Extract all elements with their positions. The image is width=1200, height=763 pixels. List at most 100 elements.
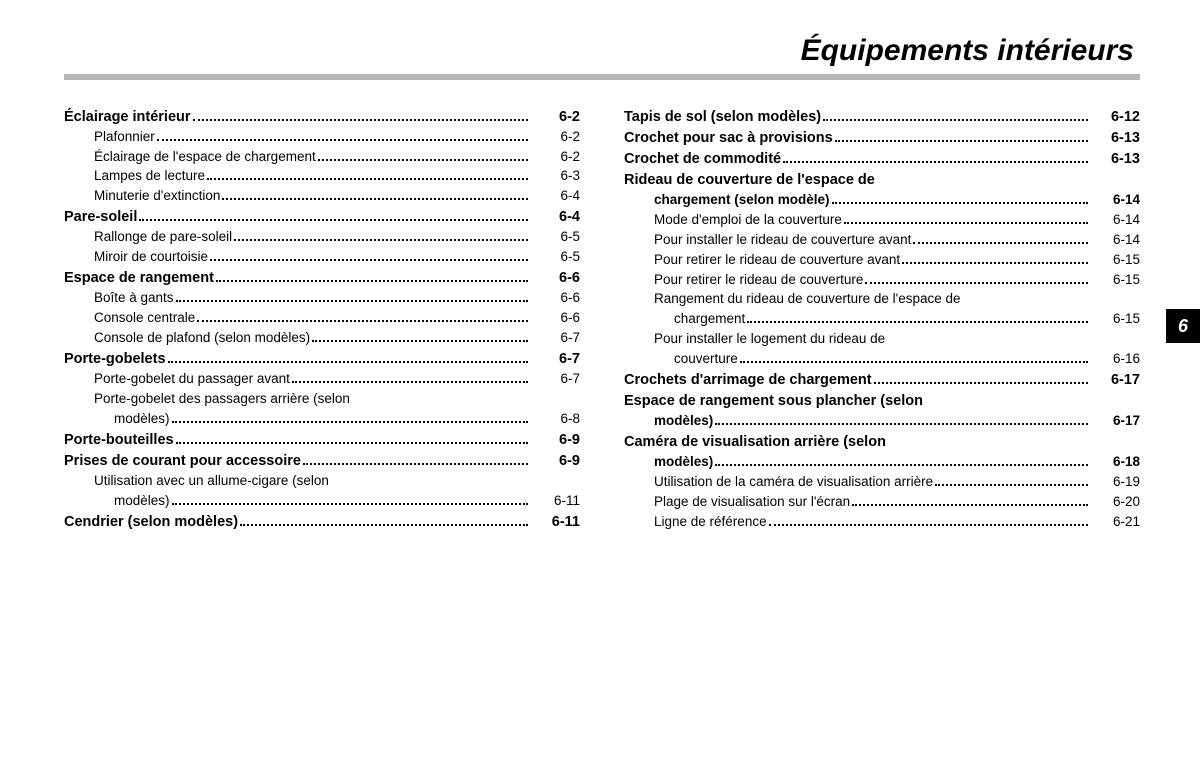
toc-label: Prises de courant pour accessoire xyxy=(64,452,301,470)
toc-entry: Porte-gobelets6-7 xyxy=(64,348,580,369)
toc-page: 6-6 xyxy=(532,310,580,327)
document-page: Équipements intérieurs Éclairage intérie… xyxy=(0,0,1200,763)
toc-entry: Crochet de commodité6-13 xyxy=(624,148,1140,169)
toc-leader xyxy=(157,139,528,141)
toc-label: modèles) xyxy=(64,411,170,428)
toc-page: 6-8 xyxy=(532,411,580,428)
toc-label: Espace de rangement xyxy=(64,269,214,287)
toc-page: 6-7 xyxy=(532,330,580,347)
toc-entry: Console centrale 6-6 xyxy=(64,309,580,329)
toc-entry: chargement (selon modèle)6-14 xyxy=(624,191,1140,211)
toc-label: Crochet de commodité xyxy=(624,150,781,168)
chapter-title: Équipements intérieurs xyxy=(64,34,1140,68)
toc-entry: Lampes de lecture 6-3 xyxy=(64,167,580,187)
toc-entry: Caméra de visualisation arrière (selon xyxy=(624,432,1140,453)
toc-leader xyxy=(139,219,528,221)
toc-label: Plafonnier xyxy=(64,129,155,146)
toc-label: Rangement du rideau de couverture de l'e… xyxy=(624,291,961,308)
toc-leader xyxy=(715,423,1088,425)
toc-page: 6-16 xyxy=(1092,351,1140,368)
toc-page: 6-5 xyxy=(532,249,580,266)
toc-entry: Utilisation avec un allume-cigare (selon xyxy=(64,471,580,491)
toc-page: 6-19 xyxy=(1092,474,1140,491)
toc-page: 6-20 xyxy=(1092,494,1140,511)
toc-label: Pour installer le logement du rideau de xyxy=(624,331,885,348)
toc-label: Lampes de lecture xyxy=(64,168,205,185)
toc-page: 6-17 xyxy=(1092,413,1140,430)
toc-label: Pour installer le rideau de couverture a… xyxy=(624,232,911,249)
toc-leader xyxy=(747,321,1088,323)
toc-entry: Pour installer le rideau de couverture a… xyxy=(624,230,1140,250)
toc-label: modèles) xyxy=(624,454,713,471)
toc-label: Tapis de sol (selon modèles) xyxy=(624,108,821,126)
toc-page: 6-14 xyxy=(1092,232,1140,249)
toc-entry: Pare-soleil6-4 xyxy=(64,207,580,228)
toc-entry: couverture6-16 xyxy=(624,350,1140,370)
toc-label: Utilisation de la caméra de visualisatio… xyxy=(624,474,933,491)
toc-entry: Rideau de couverture de l'espace de xyxy=(624,169,1140,190)
toc-page: 6-2 xyxy=(532,129,580,146)
toc-label: Rallonge de pare-soleil xyxy=(64,229,232,246)
toc-entry: Plafonnier 6-2 xyxy=(64,127,580,147)
toc-page: 6-7 xyxy=(532,371,580,388)
toc-leader xyxy=(913,242,1088,244)
toc-leader xyxy=(844,222,1088,224)
toc-leader xyxy=(193,119,528,121)
toc-leader xyxy=(240,524,528,526)
toc-label: modèles) xyxy=(64,493,170,510)
toc-leader xyxy=(222,198,528,200)
toc-page: 6-15 xyxy=(1092,311,1140,328)
toc-label: Miroir de courtoisie xyxy=(64,249,208,266)
toc-leader xyxy=(715,464,1088,466)
toc-entry: Prises de courant pour accessoire 6-9 xyxy=(64,450,580,471)
toc-entry: Ligne de référence6-21 xyxy=(624,512,1140,532)
toc-leader xyxy=(176,300,528,302)
toc-entry: Éclairage intérieur6-2 xyxy=(64,106,580,127)
toc-label: Mode d'emploi de la couverture xyxy=(624,212,842,229)
toc-label: Porte-bouteilles xyxy=(64,431,174,449)
toc-entry: Rangement du rideau de couverture de l'e… xyxy=(624,290,1140,310)
toc-page: 6-18 xyxy=(1092,454,1140,471)
toc-label: Porte-gobelet des passagers arrière (sel… xyxy=(64,391,350,408)
toc-entry: Minuterie d'extinction6-4 xyxy=(64,187,580,207)
toc-label: Éclairage intérieur xyxy=(64,108,191,126)
toc-label: Minuterie d'extinction xyxy=(64,188,220,205)
toc-leader xyxy=(740,361,1088,363)
toc-entry: Éclairage de l'espace de chargement6-2 xyxy=(64,147,580,167)
toc-entry: Mode d'emploi de la couverture6-14 xyxy=(624,210,1140,230)
toc-entry: Console de plafond (selon modèles)6-7 xyxy=(64,328,580,348)
toc-leader xyxy=(312,340,528,342)
toc-entry: Crochets d'arrimage de chargement6-17 xyxy=(624,369,1140,390)
toc-leader xyxy=(292,381,528,383)
toc-entry: Boîte à gants6-6 xyxy=(64,289,580,309)
toc-label: Plage de visualisation sur l'écran xyxy=(624,494,850,511)
toc-entry: Plage de visualisation sur l'écran 6-20 xyxy=(624,492,1140,512)
toc-entry: Pour installer le logement du rideau de xyxy=(624,330,1140,350)
toc-label: Crochets d'arrimage de chargement xyxy=(624,371,872,389)
toc-label: chargement xyxy=(624,311,745,328)
toc-page: 6-2 xyxy=(532,149,580,166)
toc-leader xyxy=(835,140,1088,142)
toc-leader xyxy=(783,161,1088,163)
toc-label: Boîte à gants xyxy=(64,290,174,307)
title-rule xyxy=(64,74,1140,80)
toc-leader xyxy=(823,119,1088,121)
toc-label: Console centrale xyxy=(64,310,195,327)
toc-leader xyxy=(176,442,528,444)
toc-entry: Pour retirer le rideau de couverture ava… xyxy=(624,250,1140,270)
toc-entry: Miroir de courtoisie 6-5 xyxy=(64,248,580,268)
toc-page: 6-13 xyxy=(1092,129,1140,147)
toc-leader xyxy=(210,259,528,261)
toc-leader xyxy=(303,463,528,465)
toc-leader xyxy=(852,504,1088,506)
toc-label: Pour retirer le rideau de couverture xyxy=(624,272,863,289)
toc-left-column: Éclairage intérieur6-2Plafonnier6-2Éclai… xyxy=(64,106,580,532)
toc-page: 6-12 xyxy=(1092,108,1140,126)
toc-entry: modèles)6-17 xyxy=(624,412,1140,432)
toc-page: 6-9 xyxy=(532,431,580,449)
toc-page: 6-21 xyxy=(1092,514,1140,531)
toc-page: 6-9 xyxy=(532,452,580,470)
toc-page: 6-3 xyxy=(532,168,580,185)
toc-label: Porte-gobelet du passager avant xyxy=(64,371,290,388)
toc-entry: Porte-bouteilles 6-9 xyxy=(64,429,580,450)
